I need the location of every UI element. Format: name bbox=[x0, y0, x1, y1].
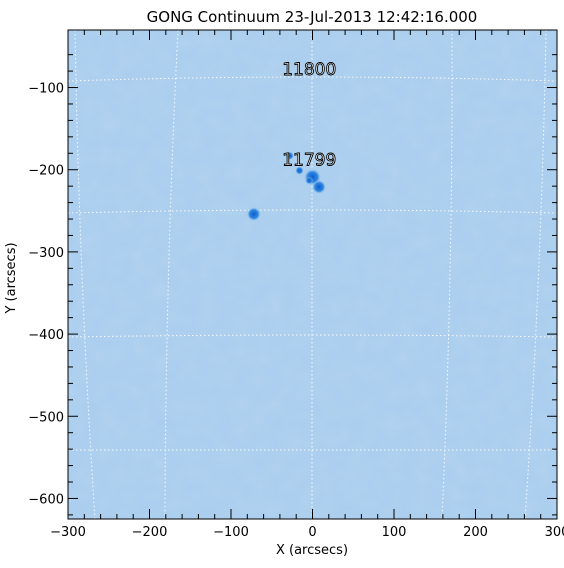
region-label-11799: 11799 bbox=[282, 151, 336, 171]
y-tick-label: −100 bbox=[28, 82, 64, 97]
x-tick-label: 100 bbox=[382, 525, 407, 540]
plot-title: GONG Continuum 23-Jul-2013 12:42:16.000 bbox=[147, 8, 478, 26]
y-tick-label: −200 bbox=[28, 164, 64, 179]
y-tick-label: −400 bbox=[28, 328, 64, 343]
y-axis-ticks: −100 −200 −300 −400 −500 −600 bbox=[28, 54, 557, 516]
x-tick-label: 200 bbox=[463, 525, 488, 540]
x-axis-label: X (arcsecs) bbox=[276, 543, 348, 558]
y-tick-label: −500 bbox=[28, 410, 64, 425]
x-tick-label: −200 bbox=[132, 525, 168, 540]
y-axis-label: Y (arcsecs) bbox=[4, 242, 19, 314]
x-tick-label: 300 bbox=[545, 525, 564, 540]
grid-latitude-line bbox=[67, 76, 558, 82]
sunspot bbox=[311, 179, 327, 195]
x-tick-label: 0 bbox=[308, 525, 316, 540]
heliographic-grid bbox=[67, 29, 558, 520]
x-tick-label: −300 bbox=[50, 525, 86, 540]
sunspot bbox=[305, 176, 314, 185]
region-labels: 11800 11799 bbox=[282, 60, 337, 171]
sunspots bbox=[246, 151, 327, 222]
x-tick-label: −100 bbox=[213, 525, 249, 540]
sunspot bbox=[295, 166, 304, 175]
grid-longitude-line bbox=[441, 29, 453, 520]
grid-longitude-line bbox=[524, 29, 547, 520]
x-axis-ticks: −300 −200 −100 0 100 200 300 bbox=[50, 30, 564, 540]
sunspot bbox=[285, 151, 294, 161]
y-tick-label: −600 bbox=[28, 492, 64, 507]
grid-longitude-line bbox=[74, 29, 96, 520]
y-tick-label: −300 bbox=[28, 246, 64, 261]
sunspot bbox=[246, 206, 261, 222]
grid-longitude-line bbox=[164, 29, 179, 520]
region-label-11800: 11800 bbox=[282, 60, 336, 80]
